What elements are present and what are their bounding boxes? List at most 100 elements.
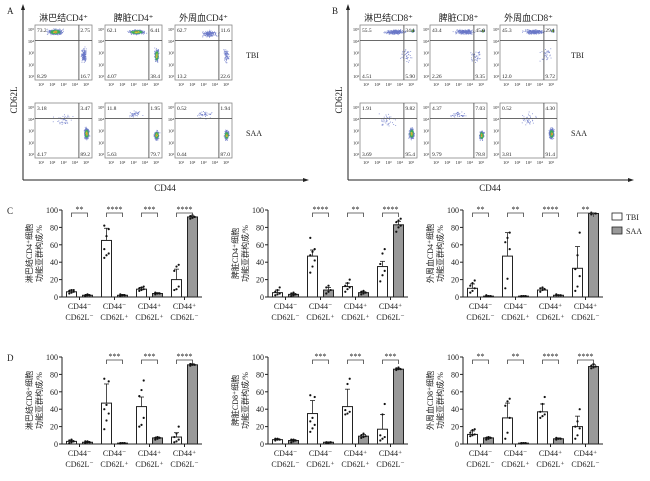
quadrant-ur-value: 9.82: [405, 106, 415, 112]
x-tick-label: 10¹: [433, 160, 440, 165]
x-tick-label: 10⁴: [537, 82, 544, 87]
event-dot: [382, 121, 383, 122]
event-dot: [541, 33, 542, 34]
event-dot: [137, 113, 138, 114]
event-dot: [467, 32, 468, 33]
event-dot: [87, 130, 88, 131]
event-dot: [60, 34, 61, 35]
event-dot: [535, 31, 536, 32]
event-dot: [545, 52, 546, 53]
x-tick-label: 10³: [201, 160, 208, 165]
event-dot: [453, 31, 454, 32]
event-dot: [228, 58, 229, 59]
y-tick-label: 10⁴: [28, 39, 35, 44]
event-dot: [84, 59, 85, 60]
event-dot: [156, 137, 157, 138]
event-dot: [201, 112, 202, 113]
event-dot: [54, 29, 55, 30]
event-dot: [525, 124, 526, 125]
event-dot: [209, 37, 210, 38]
event-dot: [386, 116, 387, 117]
event-dot: [542, 51, 543, 52]
event-dot: [539, 32, 540, 33]
event-dot: [157, 133, 158, 134]
event-dot: [82, 52, 83, 53]
event-dot: [142, 115, 143, 116]
quadrant-ll-value: 9.79: [432, 152, 442, 158]
event-dot: [457, 113, 458, 114]
event-dot: [480, 137, 481, 138]
event-dot: [478, 52, 479, 53]
event-dot: [141, 33, 142, 34]
event-dot: [389, 123, 390, 124]
event-dot: [224, 53, 225, 54]
x-axis-arrow-icon: [303, 178, 309, 182]
event-dot: [546, 57, 547, 58]
quadrant-ll-value: 3.69: [362, 152, 372, 158]
event-dot: [542, 59, 543, 60]
event-dot: [73, 116, 74, 117]
event-dot: [457, 114, 458, 115]
event-dot: [537, 32, 538, 33]
quadrant-ll-value: 4.07: [107, 74, 117, 80]
event-dot: [525, 31, 526, 32]
quadrant-ur-value: 34.1: [405, 28, 415, 34]
y-tick-label: 10²: [423, 62, 430, 67]
quadrant-lr-value: 9.72: [545, 74, 555, 80]
event-dot: [469, 31, 470, 32]
event-dot: [146, 33, 147, 34]
event-dot: [385, 32, 386, 33]
event-dot: [227, 140, 228, 141]
event-dot: [532, 120, 533, 121]
x-tick-label: 10¹: [108, 160, 115, 165]
event-dot: [62, 32, 63, 33]
y-tick-label: 10³: [98, 129, 105, 134]
quadrant-ul-value: 45.3: [502, 28, 512, 34]
event-dot: [412, 129, 413, 130]
y-tick-label: 10⁵: [98, 105, 105, 110]
event-dot: [480, 58, 481, 59]
quadrant-ur-value: 6.41: [150, 28, 160, 34]
event-dot: [401, 31, 402, 32]
event-dot: [86, 139, 87, 140]
event-dot: [399, 31, 400, 32]
event-dot: [405, 51, 406, 52]
quadrant-ur-value: 2.75: [80, 28, 90, 34]
event-dot: [389, 126, 390, 127]
event-dot: [208, 33, 209, 34]
event-dot: [551, 58, 552, 59]
quadrant-ul-value: 62.1: [107, 28, 117, 34]
event-dot: [130, 112, 131, 113]
event-dot: [475, 62, 476, 63]
event-dot: [384, 32, 385, 33]
x-tick-label: 10¹: [363, 82, 370, 87]
event-dot: [134, 111, 135, 112]
event-dot: [460, 33, 461, 34]
event-dot: [530, 31, 531, 32]
event-dot: [85, 54, 86, 55]
event-dot: [528, 32, 529, 33]
event-dot: [472, 30, 473, 31]
event-dot: [387, 32, 388, 33]
event-dot: [480, 140, 481, 141]
x-tick-label: 10⁵: [83, 160, 90, 165]
event-dot: [400, 58, 401, 59]
event-dot: [408, 54, 409, 55]
y-tick-label: 10⁵: [423, 27, 430, 32]
event-dot: [158, 50, 159, 51]
event-dot: [533, 31, 534, 32]
event-dot: [530, 33, 531, 34]
event-dot: [456, 33, 457, 34]
event-dot: [553, 133, 554, 134]
x-axis-label: CD44: [479, 183, 501, 193]
x-tick-label: 10²: [374, 82, 381, 87]
column-title: 脾脏CD8⁺: [439, 12, 479, 23]
event-dot: [139, 32, 140, 33]
event-dot: [203, 31, 204, 32]
x-tick-label: 10⁴: [72, 160, 79, 165]
x-tick-label: 10¹: [433, 82, 440, 87]
event-dot: [387, 120, 388, 121]
event-dot: [57, 121, 58, 122]
event-dot: [227, 62, 228, 63]
